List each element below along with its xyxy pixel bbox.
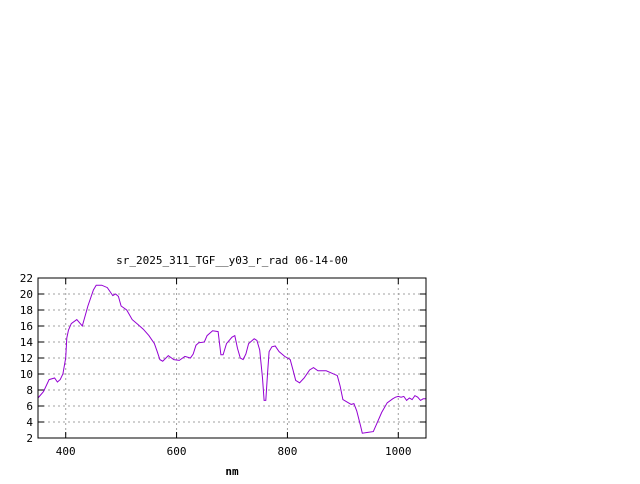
y-tick-label: 2 [26, 432, 33, 445]
plot-frame [37, 277, 427, 439]
y-tick-label: 18 [20, 304, 33, 317]
y-tick-label: 16 [20, 320, 33, 333]
y-tick-label: 12 [20, 352, 33, 365]
y-tick-label: 6 [26, 400, 33, 413]
x-tick-label: 1000 [385, 445, 412, 458]
series-line [37, 284, 426, 434]
y-tick-label: 10 [20, 368, 33, 381]
axis-ticks: 400 600 800 1000 2 4 6 8 10 12 14 16 18 20 22 [20, 272, 426, 458]
y-tick-label: 14 [20, 336, 34, 349]
x-tick-label: 600 [167, 445, 187, 458]
y-tick-label: 8 [26, 384, 33, 397]
y-tick-label: 20 [20, 288, 33, 301]
x-tick-label: 800 [277, 445, 297, 458]
x-axis-label: nm [225, 465, 239, 478]
y-tick-label: 4 [26, 416, 33, 429]
grid [38, 278, 426, 438]
chart-title: sr_2025_311_TGF__y03_r_rad 06-14-00 [116, 254, 348, 267]
x-tick-label: 400 [56, 445, 76, 458]
y-tick-label: 22 [20, 272, 33, 285]
